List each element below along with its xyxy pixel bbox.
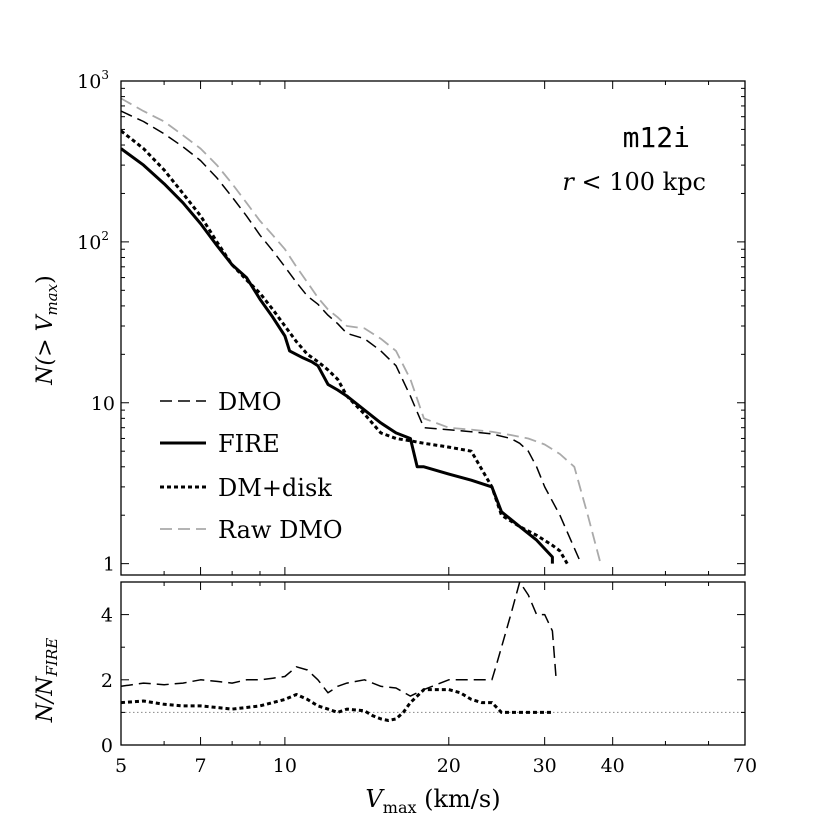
top-ytick-label-1000: 103 <box>77 68 109 93</box>
top-series-dmo <box>121 110 582 564</box>
x-tick-label-7: 7 <box>195 755 207 777</box>
bottom-ylabel: N/NFIRE <box>33 638 61 724</box>
top-series-fire <box>121 147 554 564</box>
legend-label-dmo: DMO <box>218 388 282 416</box>
top-plot-frame <box>120 80 746 576</box>
legend-label-raw-dmo: Raw DMO <box>218 516 343 544</box>
legend-label-fire: FIRE <box>218 430 280 458</box>
bottom-ytick-label-4: 4 <box>101 605 113 627</box>
x-tick-label-20: 20 <box>437 755 461 777</box>
bottom-plot-frame <box>120 581 746 746</box>
bottom-ytick-label-0: 0 <box>101 735 113 757</box>
top-ylabel: N(> Vmax) <box>33 275 61 385</box>
x-tick-label-5: 5 <box>115 755 127 777</box>
legend: DMO FIRE DM+disk Raw DMO <box>160 388 343 544</box>
bottom-series-dmo <box>121 582 557 697</box>
top-series-dm-disk <box>121 129 569 565</box>
x-axis-label: Vmax (km/s) <box>365 785 500 817</box>
top-ytick-label-100: 102 <box>77 229 109 254</box>
top-ytick-label-1: 1 <box>103 554 115 576</box>
top-series-raw-dmo <box>121 97 602 564</box>
annotation-subtitle: r < 100 kpc <box>562 168 706 196</box>
x-tick-label-40: 40 <box>601 755 625 777</box>
bottom-series-dm-disk <box>121 688 553 722</box>
legend-label-dm-disk: DM+disk <box>218 474 332 502</box>
x-tick-label-10: 10 <box>273 755 297 777</box>
x-tick-label-30: 30 <box>533 755 557 777</box>
top-ytick-label-10: 10 <box>91 393 115 415</box>
x-tick-label-70: 70 <box>733 755 757 777</box>
bottom-ytick-label-2: 2 <box>101 670 113 692</box>
annotation-title: m12i <box>623 121 690 154</box>
